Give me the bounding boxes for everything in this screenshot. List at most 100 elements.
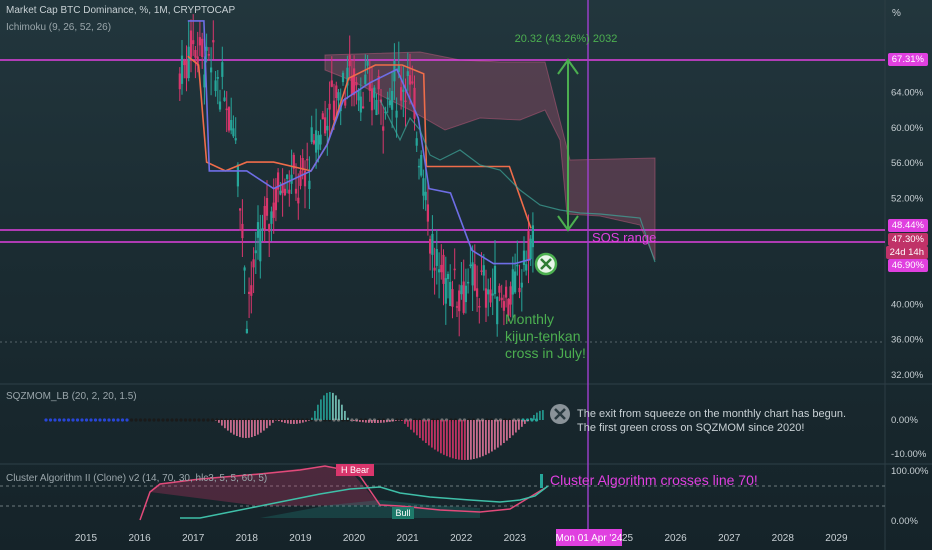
momentum-bar bbox=[335, 395, 337, 420]
momentum-bar bbox=[380, 420, 382, 423]
momentum-bar bbox=[392, 420, 394, 422]
momentum-bar bbox=[449, 420, 451, 458]
momentum-bar bbox=[419, 420, 421, 438]
momentum-bar bbox=[263, 420, 265, 431]
y-tick-label: 32.00% bbox=[891, 370, 924, 381]
measure-arrow-up bbox=[557, 58, 579, 75]
candle-body bbox=[248, 291, 251, 294]
candle-body bbox=[245, 328, 248, 334]
candle-body bbox=[218, 101, 222, 110]
momentum-bar bbox=[251, 420, 253, 438]
candle-body bbox=[480, 270, 483, 272]
candle-body bbox=[386, 97, 389, 100]
momentum-bar bbox=[347, 417, 349, 420]
candle-body bbox=[397, 65, 400, 73]
candle-body bbox=[196, 56, 199, 66]
squeeze-dot bbox=[188, 418, 192, 422]
measure-label: 20.32 (43.26%) 2032 bbox=[515, 33, 618, 45]
momentum-bar bbox=[242, 420, 244, 438]
momentum-bar bbox=[317, 404, 319, 420]
candle-body bbox=[514, 271, 517, 293]
momentum-bar bbox=[506, 420, 508, 441]
candle-body bbox=[484, 288, 488, 308]
momentum-bar bbox=[497, 420, 499, 448]
candle-body bbox=[469, 264, 472, 267]
candle-body bbox=[482, 265, 485, 276]
date-tag bbox=[556, 529, 622, 546]
candle-body bbox=[227, 107, 231, 131]
candle-body bbox=[308, 180, 311, 189]
candle-body bbox=[263, 206, 266, 230]
momentum-bar bbox=[320, 399, 322, 420]
candle-body bbox=[286, 174, 289, 179]
momentum-bar bbox=[311, 417, 313, 420]
momentum-bar bbox=[368, 420, 370, 423]
sos-range-label: SOS range bbox=[592, 230, 656, 245]
momentum-bar bbox=[425, 420, 427, 443]
candle-body bbox=[198, 37, 201, 46]
lagging-span-line bbox=[379, 99, 656, 263]
candle-body bbox=[243, 267, 246, 271]
candle-body bbox=[478, 306, 481, 308]
candle-body bbox=[312, 140, 315, 144]
squeeze-dot bbox=[71, 418, 75, 422]
momentum-bar bbox=[518, 420, 520, 430]
momentum-bar bbox=[479, 420, 481, 458]
sqz-axis-neg: -10.00% bbox=[891, 449, 927, 460]
candle-body bbox=[440, 264, 443, 273]
momentum-bar bbox=[434, 420, 436, 450]
candle-body bbox=[214, 80, 217, 91]
momentum-bar bbox=[533, 415, 535, 420]
squeeze-dot bbox=[183, 418, 188, 422]
candle-body bbox=[366, 61, 369, 66]
candle-body bbox=[408, 75, 412, 85]
momentum-bar bbox=[509, 420, 511, 438]
cluster-bull-line bbox=[180, 485, 549, 519]
momentum-bar bbox=[272, 420, 274, 423]
candle-body bbox=[451, 289, 454, 307]
momentum-bar bbox=[485, 420, 487, 455]
candle-body bbox=[274, 187, 277, 211]
candle-body bbox=[455, 306, 459, 308]
squeeze-dot bbox=[143, 418, 147, 422]
squeeze-dot bbox=[93, 418, 98, 422]
squeeze-dot bbox=[111, 418, 116, 422]
x-tick-label: 2022 bbox=[450, 533, 473, 544]
candle-body bbox=[348, 55, 351, 67]
sqz-axis-zero: 0.00% bbox=[891, 415, 918, 426]
squeeze-dot bbox=[134, 418, 138, 422]
price-axis: 32.00%36.00%40.00%44.00%52.00%56.00%60.0… bbox=[891, 52, 924, 381]
momentum-bar bbox=[230, 420, 232, 433]
momentum-bar bbox=[344, 410, 346, 420]
candle-body bbox=[250, 285, 253, 296]
momentum-bar bbox=[515, 420, 517, 433]
candle-body bbox=[259, 229, 262, 262]
momentum-bar bbox=[482, 420, 484, 457]
candle-body bbox=[364, 74, 367, 85]
squeeze-dot bbox=[89, 418, 93, 422]
squeeze-dot bbox=[170, 418, 174, 422]
momentum-bar bbox=[227, 420, 229, 431]
momentum-bar bbox=[428, 420, 430, 446]
momentum-bar bbox=[530, 417, 532, 420]
momentum-bar bbox=[239, 420, 241, 438]
momentum-bar bbox=[248, 420, 250, 438]
squeeze-dot bbox=[197, 418, 201, 422]
candle-body bbox=[464, 285, 467, 303]
candle-body bbox=[382, 126, 385, 131]
candle-body bbox=[301, 158, 304, 171]
momentum-bar bbox=[293, 420, 295, 424]
squeeze-dot bbox=[107, 418, 111, 422]
kijun-line bbox=[187, 55, 532, 229]
squeeze-dot bbox=[75, 418, 80, 422]
candle-body bbox=[453, 268, 456, 271]
y-tick-label: 36.00% bbox=[891, 335, 924, 346]
candle-body bbox=[319, 134, 322, 145]
tenkan-line bbox=[187, 20, 532, 265]
squeeze-dot bbox=[57, 418, 62, 422]
candle-body bbox=[373, 87, 376, 98]
cross-note-line2: kijun-tenkan bbox=[505, 328, 581, 344]
cluster-axis-0: 0.00% bbox=[891, 516, 918, 527]
momentum-bar bbox=[302, 420, 304, 423]
